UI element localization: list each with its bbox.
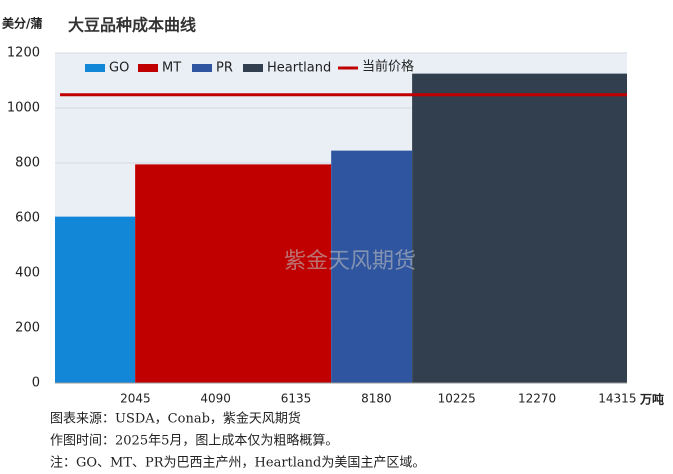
- legend-label: Heartland: [267, 61, 331, 76]
- x-axis-label: 万吨: [639, 392, 664, 407]
- x-tick-label: 6135: [281, 392, 312, 406]
- x-tick-label: 2045: [120, 392, 151, 406]
- y-axis-label: 美分/蒲: [2, 16, 42, 31]
- legend-swatch: [192, 64, 212, 72]
- legend-swatch: [138, 64, 158, 72]
- watermark: 紫金天风期货: [284, 249, 416, 274]
- y-tick-label: 0: [32, 376, 40, 391]
- x-tick-label: 12270: [518, 392, 556, 406]
- y-tick-label: 200: [15, 321, 40, 336]
- footnote: 图表来源：USDA，Conab，紫金天风期货: [50, 411, 301, 427]
- bar: [331, 150, 413, 383]
- y-tick-label: 800: [15, 156, 40, 171]
- chart-title: 大豆品种成本曲线: [68, 16, 196, 35]
- y-tick-label: 400: [15, 266, 40, 281]
- legend-swatch: [243, 64, 263, 72]
- y-tick-label: 1200: [7, 46, 40, 61]
- y-tick-label: 1000: [7, 101, 40, 116]
- legend-label: 当前价格: [362, 59, 414, 75]
- legend-label: MT: [162, 61, 181, 76]
- x-tick-label: 14315: [598, 392, 636, 406]
- legend-label: GO: [109, 61, 129, 76]
- legend-swatch: [85, 64, 105, 72]
- y-tick-label: 600: [15, 211, 40, 226]
- footnote: 作图时间：2025年5月，图上成本仅为粗略概算。: [50, 433, 338, 449]
- legend-label: PR: [216, 61, 233, 76]
- x-tick-label: 10225: [438, 392, 476, 406]
- footnote: 注：GO、MT、PR为巴西主产州，Heartland为美国主产区域。: [50, 456, 425, 471]
- bar: [412, 73, 627, 383]
- x-tick-label: 8180: [361, 392, 392, 406]
- bar: [135, 164, 332, 383]
- bar: [55, 216, 136, 383]
- x-tick-label: 4090: [200, 392, 231, 406]
